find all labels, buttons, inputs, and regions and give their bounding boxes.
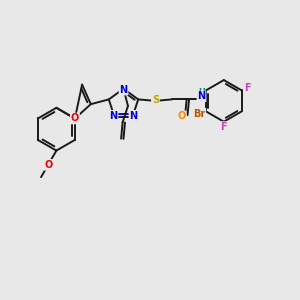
Text: S: S [152, 95, 159, 105]
Text: F: F [244, 82, 250, 92]
Text: H: H [198, 88, 205, 98]
Text: N: N [197, 92, 206, 101]
Text: N: N [129, 111, 137, 121]
Text: N: N [110, 111, 118, 121]
Text: N: N [119, 85, 128, 94]
Text: O: O [44, 160, 52, 170]
Text: F: F [220, 122, 227, 132]
Text: O: O [178, 111, 186, 121]
Text: Br: Br [193, 109, 206, 119]
Text: O: O [71, 113, 79, 124]
